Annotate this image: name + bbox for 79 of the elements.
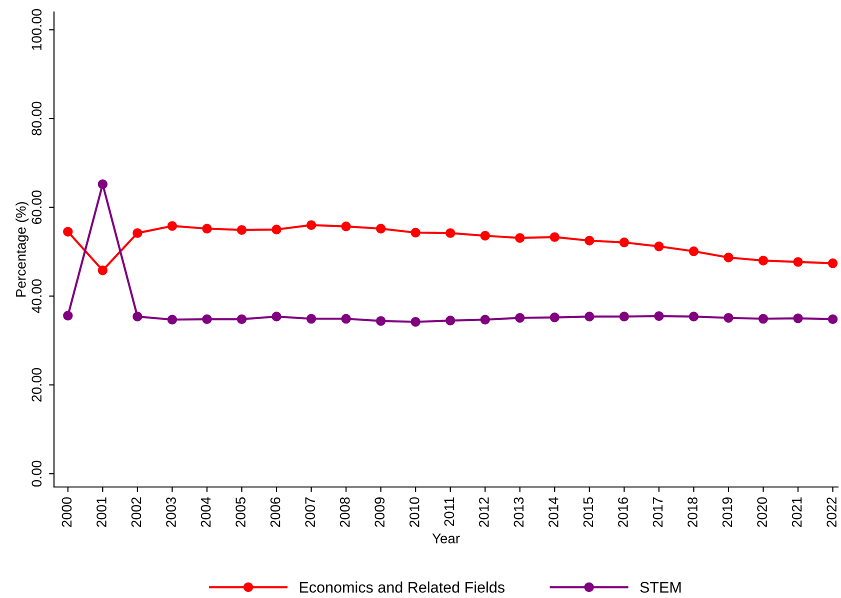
y-tick-label: 60.00 <box>32 190 42 224</box>
point <box>758 314 768 324</box>
point <box>98 266 108 276</box>
point <box>793 257 803 267</box>
point <box>619 312 630 322</box>
point <box>410 228 420 238</box>
x-tick-label: 2000 <box>62 497 72 527</box>
point <box>132 312 142 322</box>
x-tick-label: 2019 <box>722 497 732 527</box>
y-tick-label: 80.00 <box>32 102 42 136</box>
legend-label: STEM <box>640 582 681 593</box>
point <box>688 246 699 256</box>
x-tick-label: 2021 <box>792 497 802 527</box>
point <box>167 221 178 231</box>
point <box>515 233 525 243</box>
point <box>654 311 664 321</box>
x-tick-label: 2013 <box>514 497 524 527</box>
point <box>793 313 803 324</box>
point <box>341 222 351 232</box>
x-tick-label: 2006 <box>270 497 280 527</box>
x-tick-label: 2005 <box>236 497 246 527</box>
x-axis-title: Year <box>432 534 460 544</box>
point <box>550 312 560 322</box>
point <box>758 256 768 266</box>
point <box>584 312 594 322</box>
x-tick-label: 2012 <box>479 497 489 527</box>
point <box>584 236 594 246</box>
point <box>63 310 73 321</box>
point <box>480 230 490 241</box>
x-tick-label: 2009 <box>374 497 385 527</box>
point <box>306 220 316 230</box>
point <box>828 258 838 268</box>
point <box>272 224 282 234</box>
x-tick-label: 2017 <box>652 497 663 527</box>
x-tick-label: 2007 <box>305 497 316 527</box>
point <box>445 316 456 326</box>
x-tick-label: 2003 <box>166 497 176 527</box>
point <box>272 312 282 322</box>
point <box>98 179 108 190</box>
point <box>410 317 420 327</box>
y-tick-label: 0.00 <box>32 460 42 487</box>
x-tick-label: 2004 <box>200 497 211 527</box>
point <box>63 226 73 237</box>
x-tick-label: 2001 <box>96 497 106 527</box>
point <box>376 224 386 234</box>
point <box>654 242 664 252</box>
point <box>724 252 734 262</box>
x-tick-label: 2008 <box>340 497 350 527</box>
x-tick-label: 2018 <box>688 497 698 527</box>
point <box>445 228 456 238</box>
x-tick-label: 2014 <box>548 497 558 527</box>
x-tick-label: 2016 <box>618 497 628 527</box>
point <box>619 238 630 248</box>
x-tick-label: 2010 <box>409 497 420 527</box>
point <box>828 314 838 324</box>
x-tick-label: 2015 <box>583 497 594 527</box>
x-tick-label: 2011 <box>444 497 454 526</box>
point <box>306 314 316 324</box>
point <box>724 313 734 323</box>
legend-label: Economics and Related Fields <box>300 582 504 593</box>
point <box>236 314 247 324</box>
y-tick-label: 20.00 <box>32 368 42 402</box>
y-axis-title: Percentage (%) <box>16 202 29 297</box>
y-tick-label: 100.00 <box>32 9 42 50</box>
x-tick-label: 2002 <box>131 497 142 527</box>
point <box>167 314 178 324</box>
x-tick-label: 2022 <box>826 497 837 527</box>
point <box>236 225 247 235</box>
y-tick-label: 40.00 <box>32 279 42 314</box>
point <box>688 312 699 322</box>
point <box>132 228 142 238</box>
point <box>341 314 351 324</box>
point <box>515 313 525 323</box>
point <box>202 224 212 234</box>
x-tick-label: 2020 <box>757 497 767 527</box>
point <box>480 314 490 324</box>
point <box>202 314 212 324</box>
point <box>550 232 560 242</box>
point <box>376 316 386 326</box>
